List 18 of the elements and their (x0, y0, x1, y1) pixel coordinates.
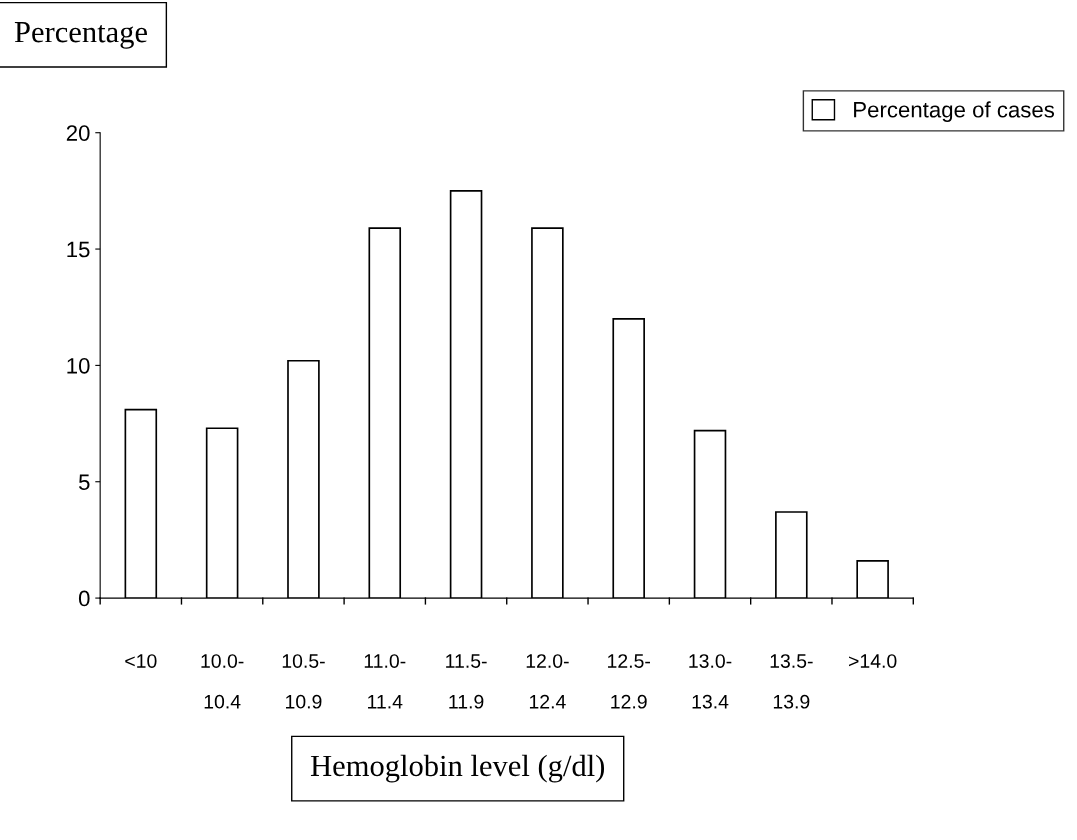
category-label: 10.0- 10.4 (201, 654, 244, 709)
y-tick-label: 20 (66, 125, 90, 141)
x-axis-title: Hemoglobin level (g/dl) (310, 754, 605, 783)
x-tick-label: <10 (125, 654, 157, 668)
y-tick-label: 0 (78, 590, 90, 607)
category-label: 11.5- 11.9 (446, 654, 487, 709)
x-tick-label: >14.0 (849, 654, 897, 668)
category-label: 10.5- 10.9 (282, 654, 325, 709)
y-axis-title: Percentage (14, 22, 147, 49)
category-label: 11.0- 11.4 (364, 654, 406, 709)
y-tick-label: 15 (67, 241, 90, 258)
category-label: 13.0- 13.4 (689, 654, 732, 709)
category-label: 12.5- 12.9 (608, 654, 650, 709)
y-tick-label: 10 (67, 357, 90, 374)
legend-label: Percentage of cases (854, 101, 1055, 122)
category-label: 12.0- 12.4 (526, 654, 569, 709)
y-tick-label: 5 (78, 474, 90, 491)
category-label: 13.5- 13.9 (770, 654, 813, 709)
